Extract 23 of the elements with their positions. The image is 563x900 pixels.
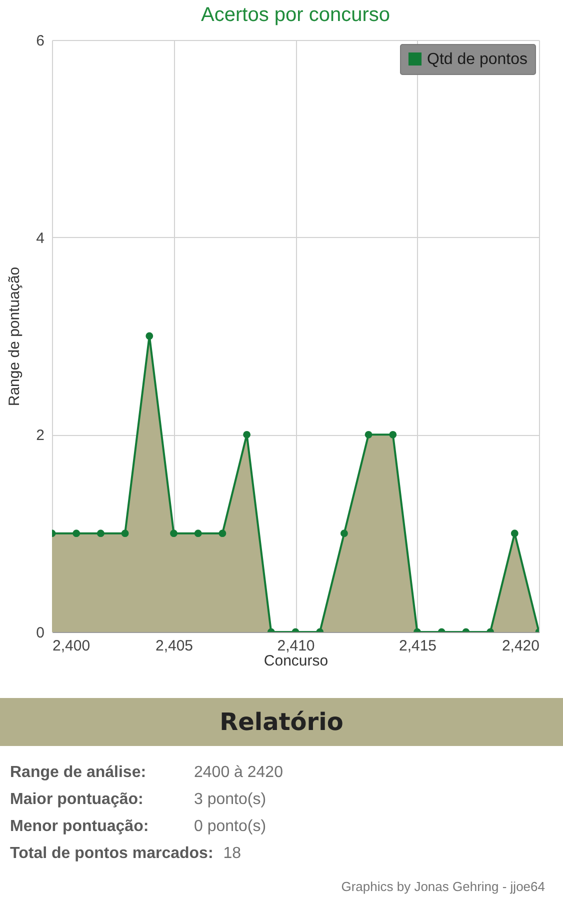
text: Menor pontuação: <box>10 817 150 837</box>
text: 18 <box>223 844 242 864</box>
y-tick-label: 0 <box>36 624 44 642</box>
x-axis-title: Concurso <box>264 652 328 670</box>
x-tick-label: 2,415 <box>398 638 437 654</box>
y-axis-title: Range de pontuação <box>6 266 24 406</box>
text: Maior pontuação: <box>10 790 144 810</box>
text: 0 ponto(s) <box>194 817 266 837</box>
text: Relatório <box>0 698 563 746</box>
text: Total de pontos marcados: <box>10 844 214 864</box>
x-tick-label: 2,420 <box>502 638 540 654</box>
text: Range de análise: <box>10 763 148 783</box>
legend-label: Qtd de pontos <box>427 51 528 68</box>
y-tick-label: 6 <box>36 32 44 50</box>
text: Graphics by Jonas Gehring - jjoe64 <box>340 878 546 896</box>
x-tick-label: 2,410 <box>277 638 315 654</box>
y-tick-label: 2 <box>36 427 44 444</box>
x-tick-label: 2,405 <box>155 638 194 654</box>
text: 3 ponto(s) <box>194 790 266 810</box>
y-tick-label: 4 <box>36 230 44 247</box>
chart-title: Acertos por concurso <box>201 4 390 26</box>
x-tick-label: 2,400 <box>52 638 90 654</box>
text: 2400 à 2420 <box>194 763 283 783</box>
